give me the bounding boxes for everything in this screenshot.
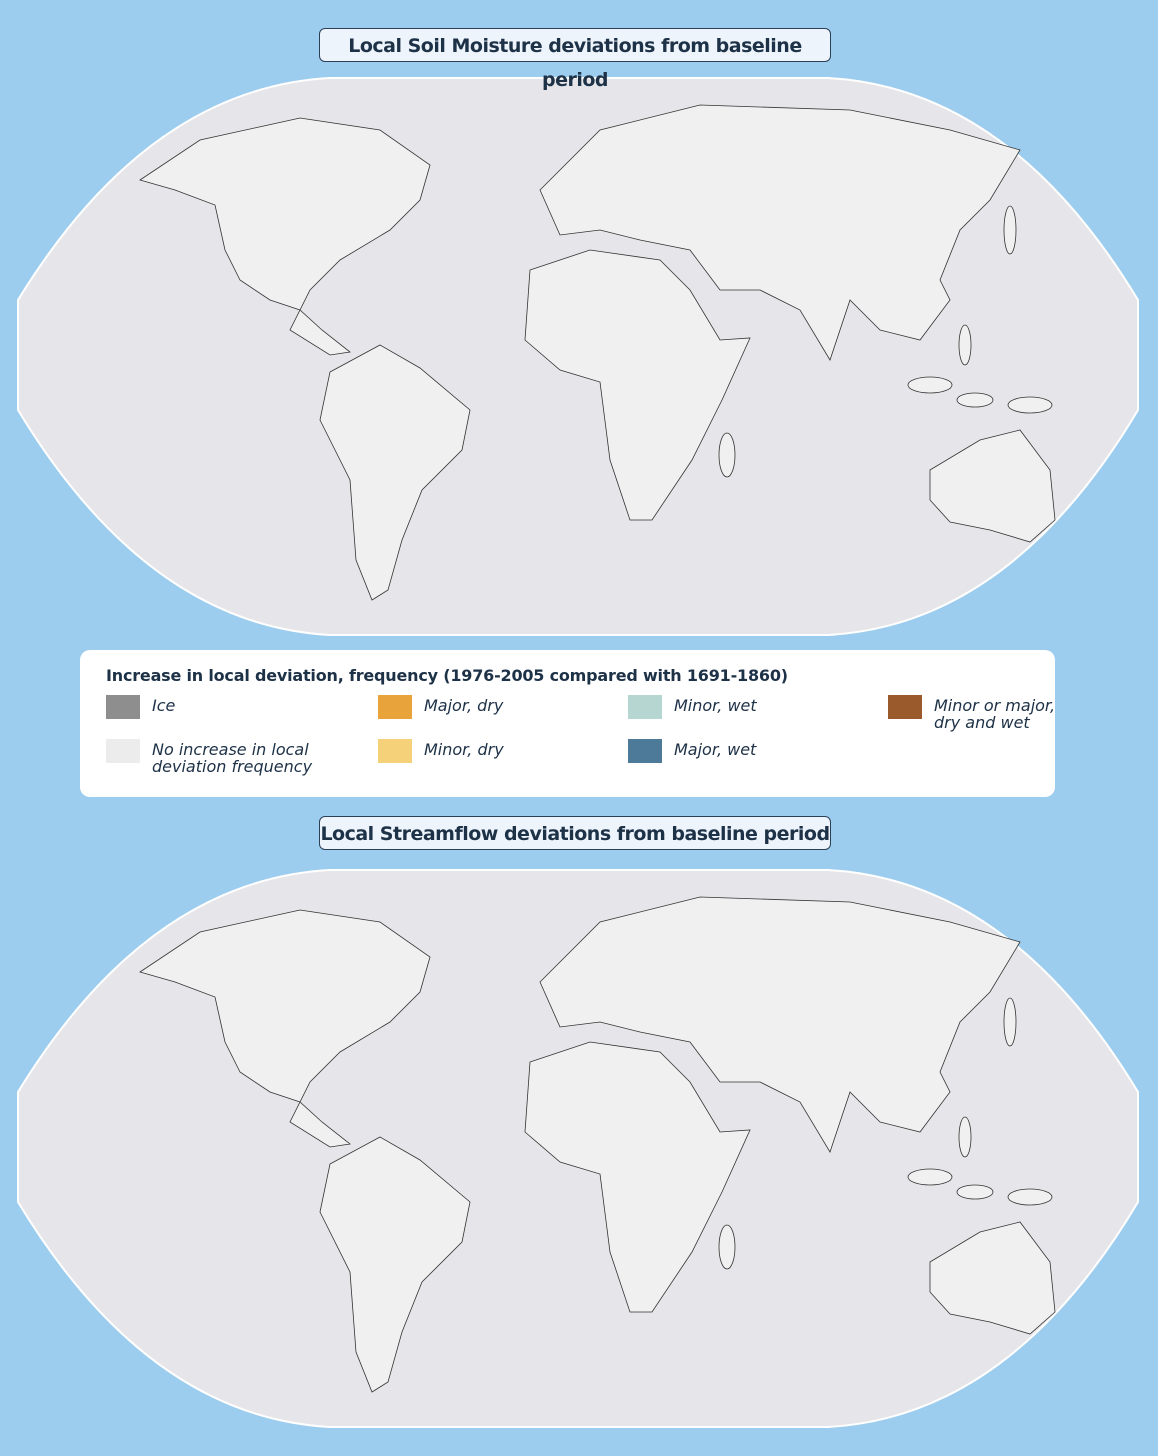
streamflow-map xyxy=(17,869,1139,1428)
legend-swatch xyxy=(628,695,662,719)
map-title: Local Soil Moisture deviations from base… xyxy=(319,28,831,91)
legend-item: Minor or major, dry and wet xyxy=(888,695,1068,739)
legend-item: Minor, dry xyxy=(378,739,628,783)
legend-label: Major, wet xyxy=(674,740,757,759)
legend-swatch xyxy=(378,739,412,763)
map-title: Local Streamflow deviations from baselin… xyxy=(319,816,831,850)
legend-label: No increase in local deviation frequency xyxy=(152,740,313,776)
legend-item: Major, wet xyxy=(628,739,888,783)
legend-item: No increase in local deviation frequency xyxy=(106,739,378,783)
legend-swatch xyxy=(628,739,662,763)
legend-label: Minor, wet xyxy=(674,696,757,715)
soil-moisture-map xyxy=(17,77,1139,636)
legend-title: Increase in local deviation, frequency (… xyxy=(106,666,788,685)
legend-swatch xyxy=(888,695,922,719)
legend-items: Ice No increase in local deviation freque… xyxy=(106,695,1055,783)
legend-swatch xyxy=(378,695,412,719)
legend-label: Ice xyxy=(152,696,176,715)
legend-label: Minor or major, dry and wet xyxy=(934,696,1056,732)
legend-swatch xyxy=(106,739,140,763)
legend: Increase in local deviation, frequency (… xyxy=(80,650,1055,797)
legend-label: Minor, dry xyxy=(424,740,504,759)
legend-label: Major, dry xyxy=(424,696,504,715)
legend-item: Ice xyxy=(106,695,378,739)
legend-swatch xyxy=(106,695,140,719)
legend-item: Major, dry xyxy=(378,695,628,739)
legend-item: Minor, wet xyxy=(628,695,888,739)
